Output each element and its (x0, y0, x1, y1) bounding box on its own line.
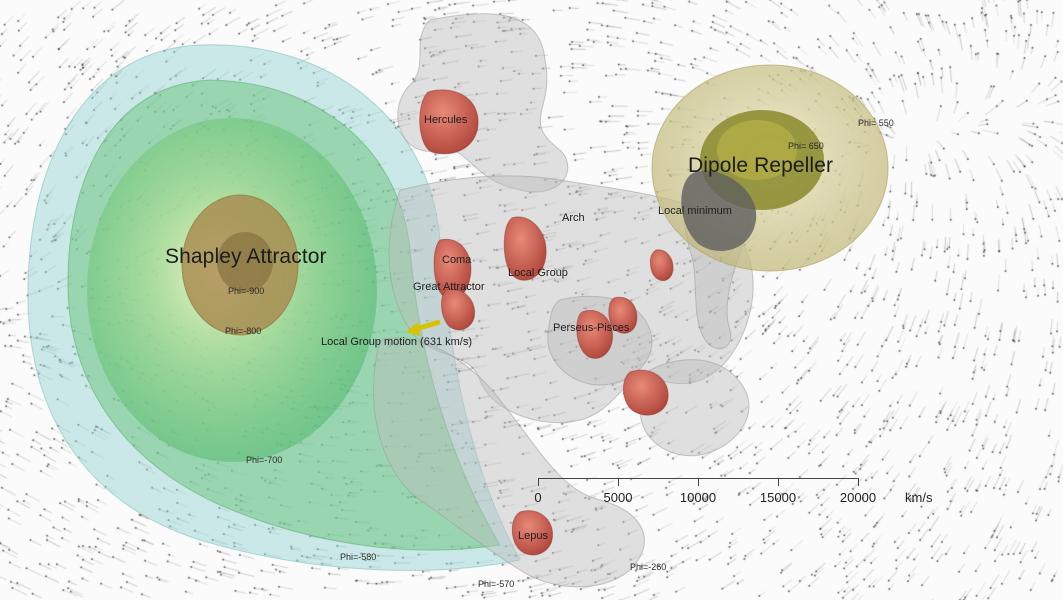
perseus-pisces-cluster-b (608, 296, 638, 334)
hercules-cluster (419, 89, 479, 155)
phi-bottom-label: Phi=-260 (630, 562, 667, 572)
local-group-motion-label: Local Group motion (631 km/s) (321, 336, 473, 348)
scale-tick-0: 0 (534, 490, 542, 505)
local-group-motion-arrow (406, 319, 441, 336)
local-group-cluster (503, 216, 547, 281)
scale-tick-10000: 10000 (679, 490, 717, 505)
scale-unit: km/s (905, 490, 933, 505)
shapley-attractor-label: Shapley Attractor (165, 245, 327, 268)
cosmic-web (373, 13, 754, 588)
phi-shapley-inner-label: Phi=-800 (225, 326, 262, 336)
coma-label: Coma (442, 254, 472, 266)
local-minimum-region (681, 170, 757, 252)
clusters (419, 89, 674, 556)
local-minimum-label: Local minimum (658, 205, 732, 217)
shapley-attractor-shells (27, 44, 521, 571)
dipole-repeller-label: Dipole Repeller (688, 154, 834, 177)
scale-bar: 0 5000 10000 15000 20000 km/s (533, 478, 933, 518)
phi-dipole-outer-label: Phi= 550 (858, 118, 894, 128)
perseus-pisces-label: Perseus-Pisces (553, 322, 630, 334)
lepus-label: Lepus (518, 530, 548, 542)
great-attractor-label: Great Attractor (413, 281, 485, 293)
local-group-label: Local Group (508, 267, 568, 279)
phi-shapley-mid-label: Phi=-700 (246, 455, 283, 465)
phi-shapley-outer-label: Phi=-580 (340, 552, 377, 562)
south-cluster (623, 369, 669, 416)
arch-cluster (649, 249, 674, 281)
phi-shapley-core-label: Phi=-900 (228, 286, 265, 296)
scale-tick-15000: 15000 (759, 490, 797, 505)
great-attractor-cluster (441, 288, 476, 331)
lepus-cluster (511, 510, 554, 556)
phi-dipole-inner-label: Phi= 650 (788, 141, 824, 151)
perseus-pisces-cluster-a (576, 309, 614, 359)
dipole-repeller-shells (651, 64, 889, 272)
phi-shapley-outermost-label: Phi=-570 (478, 579, 515, 589)
hercules-label: Hercules (424, 114, 468, 126)
arch-label: Arch (562, 212, 585, 224)
scale-tick-20000: 20000 (839, 490, 877, 505)
scale-tick-5000: 5000 (603, 490, 633, 505)
